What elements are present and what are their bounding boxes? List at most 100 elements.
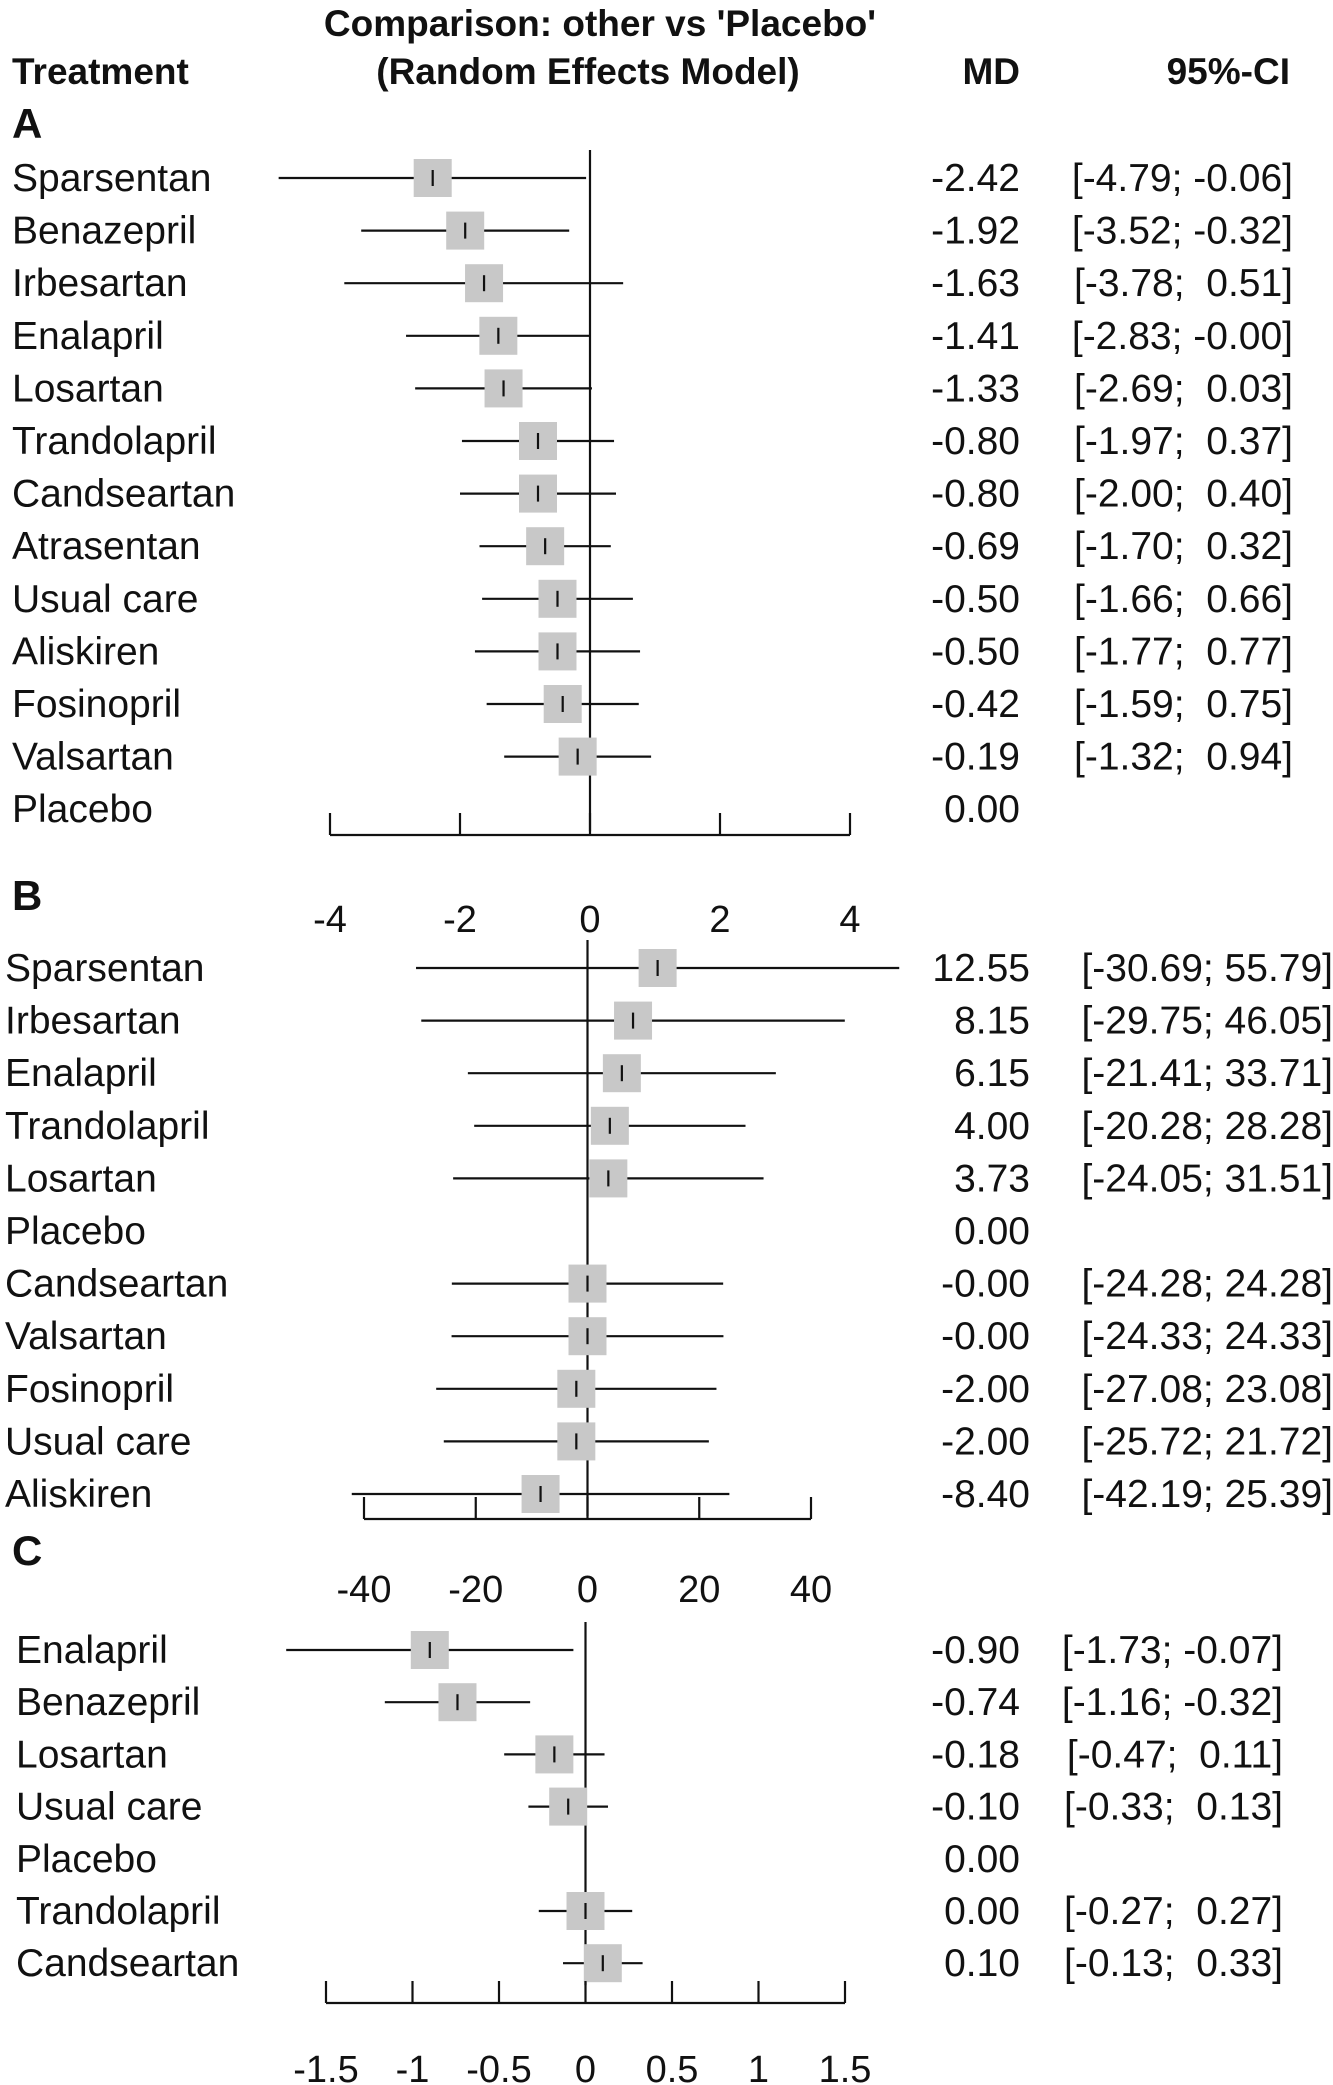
header-comparison-line1: Comparison: other vs 'Placebo' bbox=[324, 3, 876, 44]
x-tick-label: -0.5 bbox=[466, 2049, 531, 2085]
forest-row: Placebo 0.00 bbox=[12, 788, 1020, 831]
header-treatment: Treatment bbox=[12, 51, 189, 92]
treatment-label: Fosinopril bbox=[5, 1368, 174, 1411]
x-tick-label: 1 bbox=[748, 2049, 769, 2085]
md-value: -0.50 bbox=[931, 578, 1020, 621]
ci-value: [-0.27; 0.27] bbox=[1064, 1890, 1283, 1933]
treatment-label: Valsartan bbox=[5, 1315, 167, 1358]
forest-row: Trandolapril 0.00 [-0.27; 0.27] bbox=[16, 1890, 1283, 1933]
forest-row: Candseartan 0.10 [-0.13; 0.33] bbox=[16, 1942, 1283, 1985]
ci-value: [-42.19; 25.39] bbox=[1081, 1473, 1333, 1516]
treatment-label: Atrasentan bbox=[12, 525, 201, 568]
ci-value: [-1.77; 0.77] bbox=[1074, 630, 1293, 673]
forest-row: Benazepril -1.92 [-3.52; -0.32] bbox=[12, 210, 1293, 253]
md-value: 8.15 bbox=[954, 1000, 1030, 1043]
md-value: 0.00 bbox=[954, 1210, 1030, 1253]
forest-row: Losartan -0.18 [-0.47; 0.11] bbox=[16, 1733, 1283, 1776]
md-value: -0.00 bbox=[941, 1263, 1030, 1306]
x-tick-label: 0 bbox=[575, 2049, 596, 2085]
md-value: 12.55 bbox=[932, 947, 1030, 990]
forest-row: Usual care -2.00 [-25.72; 21.72] bbox=[5, 1420, 1333, 1463]
md-value: -0.80 bbox=[931, 420, 1020, 463]
treatment-label: Valsartan bbox=[12, 736, 174, 779]
md-value: 0.00 bbox=[944, 1890, 1020, 1933]
forest-row: Enalapril -0.90 [-1.73; -0.07] bbox=[16, 1629, 1283, 1672]
forest-row: Losartan -1.33 [-2.69; 0.03] bbox=[12, 367, 1293, 410]
ci-value: [-2.69; 0.03] bbox=[1074, 367, 1293, 410]
ci-value: [-24.28; 24.28] bbox=[1081, 1263, 1333, 1306]
x-tick-label: -4 bbox=[313, 899, 347, 941]
x-tick-label: -2 bbox=[443, 899, 477, 941]
ci-value: [-1.16; -0.32] bbox=[1062, 1681, 1283, 1724]
ci-value: [-1.32; 0.94] bbox=[1074, 736, 1293, 779]
forest-row: Atrasentan -0.69 [-1.70; 0.32] bbox=[12, 525, 1293, 568]
ci-value: [-3.52; -0.32] bbox=[1072, 210, 1293, 253]
md-value: 3.73 bbox=[954, 1157, 1030, 1200]
ci-value: [-30.69; 55.79] bbox=[1081, 947, 1333, 990]
treatment-label: Candseartan bbox=[16, 1942, 239, 1985]
x-tick-label: -20 bbox=[448, 1569, 503, 1611]
x-tick-label: 0 bbox=[579, 899, 600, 941]
md-value: -0.18 bbox=[931, 1733, 1020, 1776]
x-tick-label: 4 bbox=[839, 899, 860, 941]
panel-letter: A bbox=[12, 100, 42, 147]
ci-value: [-1.97; 0.37] bbox=[1074, 420, 1293, 463]
ci-value: [-27.08; 23.08] bbox=[1081, 1368, 1333, 1411]
md-value: -0.10 bbox=[931, 1786, 1020, 1829]
ci-value: [-4.79; -0.06] bbox=[1072, 157, 1293, 200]
treatment-label: Irbesartan bbox=[5, 1000, 181, 1043]
panel-a: A Sparsentan -2.42 [-4.79; -0.06] Benazepril… bbox=[12, 100, 1293, 941]
treatment-label: Candseartan bbox=[12, 473, 235, 516]
md-value: -1.33 bbox=[931, 367, 1020, 410]
header-comparison-line2: (Random Effects Model) bbox=[376, 51, 799, 92]
treatment-label: Candseartan bbox=[5, 1263, 228, 1306]
treatment-label: Placebo bbox=[16, 1838, 157, 1881]
ci-value: [-3.78; 0.51] bbox=[1074, 262, 1293, 305]
panel-c: C Enalapril -0.90 [-1.73; -0.07] Benazepril -… bbox=[12, 1527, 1283, 2085]
forest-panels: A Sparsentan -2.42 [-4.79; -0.06] Benazepril… bbox=[5, 100, 1333, 2085]
x-tick-label: -1 bbox=[396, 2049, 430, 2085]
ci-value: [-1.73; -0.07] bbox=[1062, 1629, 1283, 1672]
treatment-label: Placebo bbox=[5, 1210, 146, 1253]
treatment-label: Benazepril bbox=[16, 1681, 200, 1724]
md-value: -0.42 bbox=[931, 683, 1020, 726]
md-value: 0.00 bbox=[944, 1838, 1020, 1881]
ci-value: [-0.47; 0.11] bbox=[1067, 1733, 1283, 1776]
ci-value: [-29.75; 46.05] bbox=[1081, 1000, 1333, 1043]
forest-row: Sparsentan 12.55 [-30.69; 55.79] bbox=[5, 947, 1333, 990]
x-tick-label: 0.5 bbox=[646, 2049, 699, 2085]
ci-value: [-1.70; 0.32] bbox=[1074, 525, 1293, 568]
header-ci: 95%-CI bbox=[1167, 51, 1290, 92]
panel-letter: B bbox=[12, 872, 42, 919]
forest-row: Placebo 0.00 bbox=[16, 1838, 1020, 1881]
forest-row: Sparsentan -2.42 [-4.79; -0.06] bbox=[12, 157, 1293, 200]
md-value: -1.63 bbox=[931, 262, 1020, 305]
md-value: -2.42 bbox=[931, 157, 1020, 200]
md-value: -0.74 bbox=[931, 1681, 1020, 1724]
x-tick-label: 1.5 bbox=[819, 2049, 872, 2085]
forest-row: Candseartan -0.80 [-2.00; 0.40] bbox=[12, 473, 1293, 516]
treatment-label: Usual care bbox=[16, 1786, 202, 1829]
treatment-label: Placebo bbox=[12, 788, 153, 831]
forest-row: Usual care -0.50 [-1.66; 0.66] bbox=[12, 578, 1293, 621]
md-value: -0.19 bbox=[931, 736, 1020, 779]
treatment-label: Aliskiren bbox=[12, 630, 159, 673]
forest-row: Enalapril 6.15 [-21.41; 33.71] bbox=[5, 1052, 1333, 1095]
treatment-label: Enalapril bbox=[12, 315, 164, 358]
treatment-label: Usual care bbox=[5, 1420, 191, 1463]
x-tick-label: -40 bbox=[337, 1569, 392, 1611]
md-value: -1.41 bbox=[931, 315, 1020, 358]
md-value: 6.15 bbox=[954, 1052, 1030, 1095]
md-value: 0.00 bbox=[944, 788, 1020, 831]
x-tick-label: -1.5 bbox=[293, 2049, 358, 2085]
treatment-label: Losartan bbox=[5, 1157, 157, 1200]
md-value: -1.92 bbox=[931, 210, 1020, 253]
forest-row: Fosinopril -2.00 [-27.08; 23.08] bbox=[5, 1368, 1333, 1411]
forest-row: Trandolapril -0.80 [-1.97; 0.37] bbox=[12, 420, 1293, 463]
forest-row: Irbesartan 8.15 [-29.75; 46.05] bbox=[5, 1000, 1333, 1043]
ci-value: [-2.83; -0.00] bbox=[1072, 315, 1293, 358]
ci-value: [-21.41; 33.71] bbox=[1081, 1052, 1333, 1095]
treatment-label: Irbesartan bbox=[12, 262, 188, 305]
forest-row: Aliskiren -0.50 [-1.77; 0.77] bbox=[12, 630, 1293, 673]
